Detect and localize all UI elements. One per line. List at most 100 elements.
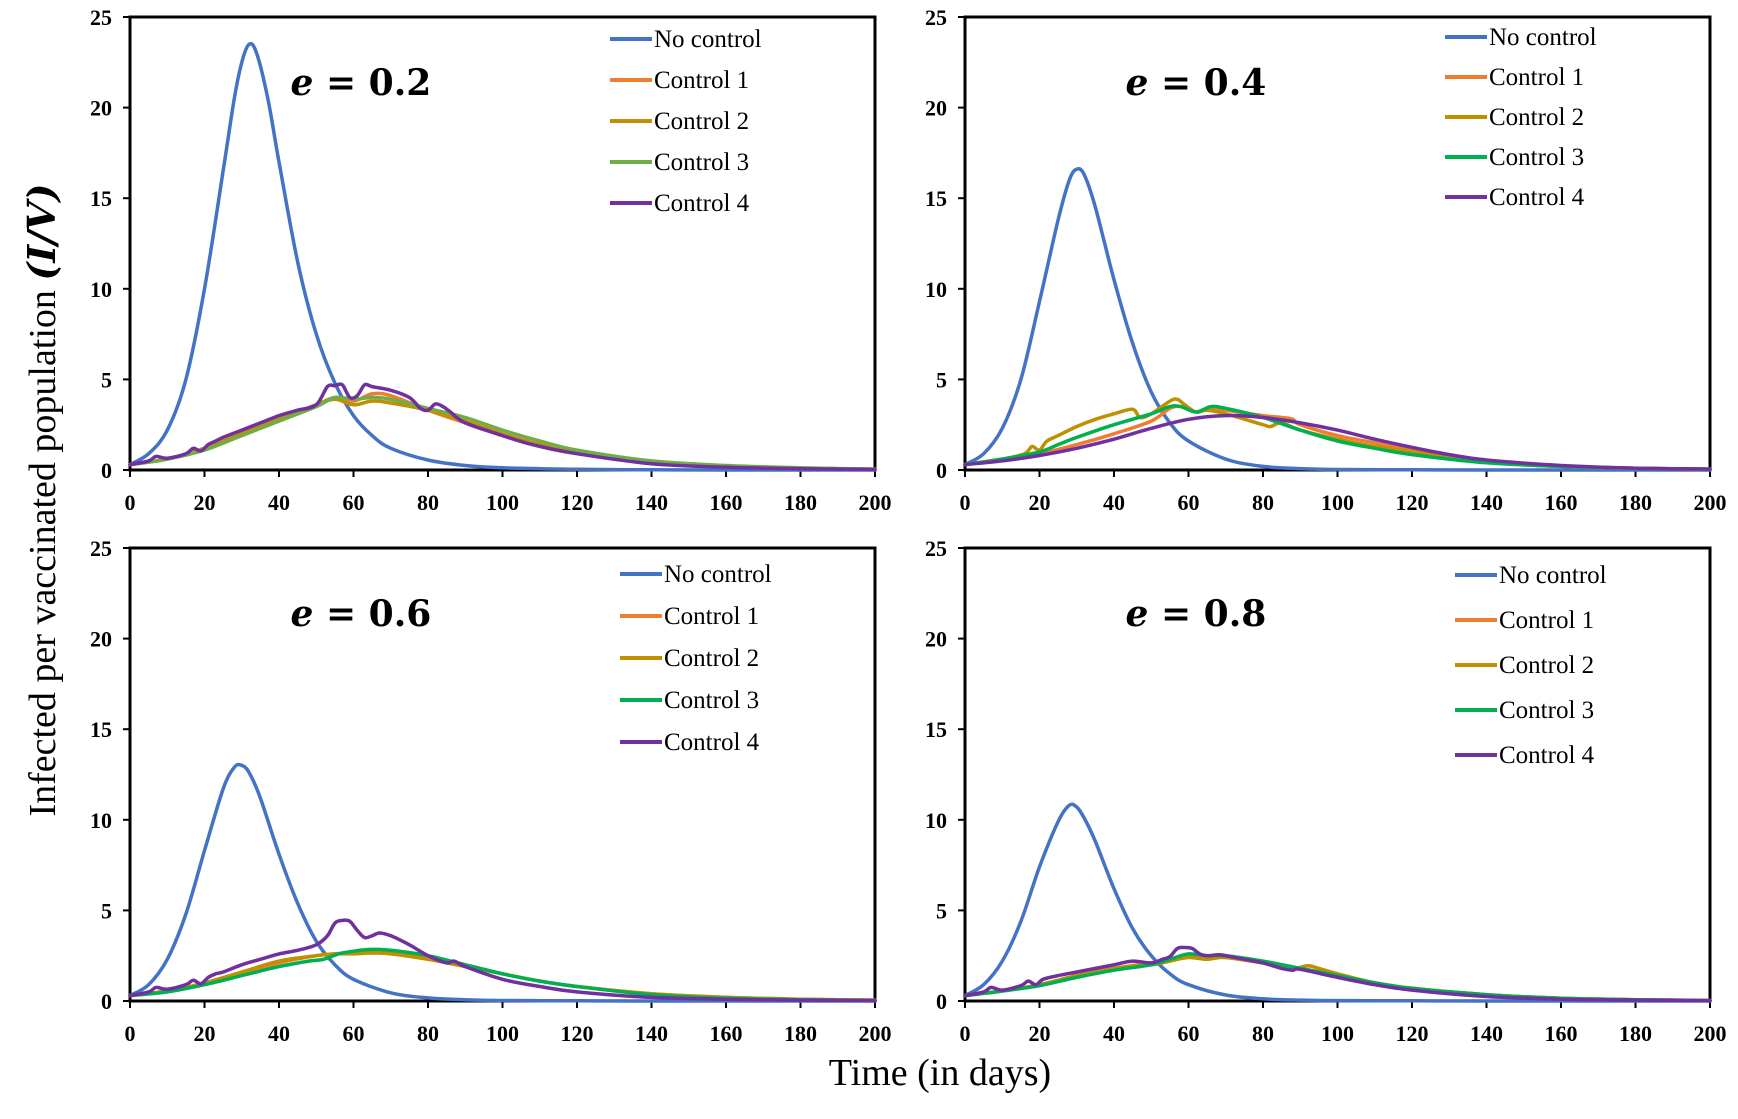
legend-label: No control: [654, 26, 762, 53]
legend-label: Control 1: [1499, 607, 1594, 634]
y-tick-label: 20: [925, 96, 947, 121]
panel-title: e = 0.4: [1126, 62, 1267, 104]
chart-panel-3: 0 5 10 15 20 25 0 20 40 60 80 100 120 140 160 180 200 e =…: [90, 536, 892, 1046]
y-tick-label: 5: [936, 898, 947, 923]
y-tick-label: 5: [101, 367, 112, 392]
y-axis-label-symbol: (I/V): [19, 183, 64, 280]
plot-frame: [963, 15, 1712, 472]
x-tick-label: 160: [1545, 1021, 1578, 1046]
y-tick-label: 25: [925, 5, 947, 30]
x-tick-label: 60: [343, 1021, 365, 1046]
series-line-control-4: [963, 945, 1712, 1003]
x-tick-label: 200: [859, 1021, 892, 1046]
x-tick-label: 120: [561, 490, 594, 515]
y-tick-label: 15: [90, 717, 112, 742]
y-tick-label: 20: [90, 96, 112, 121]
panel-title-value: = 0.2: [313, 62, 431, 104]
y-tick-label: 5: [101, 898, 112, 923]
panel-title-variable: e: [1126, 593, 1149, 635]
x-tick-label: 80: [1252, 1021, 1274, 1046]
legend-label: Control 1: [1489, 64, 1584, 91]
legend-label: Control 2: [664, 645, 759, 672]
y-tick-label: 15: [925, 717, 947, 742]
plot-frame: [963, 546, 1712, 1003]
series-line-control-4: [963, 413, 1712, 471]
x-tick-label: 180: [1619, 490, 1652, 515]
x-tick-label: 140: [635, 1021, 668, 1046]
x-tick-label: 200: [1694, 490, 1727, 515]
y-tick-label: 5: [936, 367, 947, 392]
plot-frame: [128, 15, 877, 472]
x-tick-label: 0: [960, 490, 971, 515]
y-tick-label: 0: [101, 458, 112, 483]
x-tick-label: 160: [710, 490, 743, 515]
x-tick-label: 180: [784, 490, 817, 515]
x-tick-label: 180: [1619, 1021, 1652, 1046]
legend: No control Control 1 Control 2 Control 3 Con…: [610, 26, 762, 217]
x-tick-label: 60: [1178, 1021, 1200, 1046]
x-tick-label: 100: [486, 490, 519, 515]
y-tick-label: 10: [90, 277, 112, 302]
x-tick-label: 140: [1470, 1021, 1503, 1046]
panel-title-variable: e: [291, 62, 314, 104]
x-axis-label: Time (in days): [829, 1052, 1051, 1094]
series-line-no-control: [128, 41, 877, 472]
legend-label: Control 3: [1489, 144, 1584, 171]
x-tick-label: 20: [194, 1021, 216, 1046]
x-tick-label: 0: [125, 1021, 136, 1046]
y-tick-label: 20: [925, 627, 947, 652]
series-line-no-control: [963, 167, 1712, 472]
x-tick-label: 120: [1396, 490, 1429, 515]
x-tick-label: 200: [1694, 1021, 1727, 1046]
x-tick-label: 0: [125, 490, 136, 515]
legend: No control Control 1 Control 2 Control 3 Con…: [1445, 24, 1597, 211]
x-tick-label: 160: [710, 1021, 743, 1046]
chart-panel-1: 0 5 10 15 20 25 0 20 40 60 80 100 120 140 160 180 200 e =…: [90, 5, 892, 515]
panel-title-value: = 0.6: [313, 593, 431, 635]
x-tick-label: 20: [1029, 490, 1051, 515]
y-tick-label: 10: [925, 277, 947, 302]
legend-label: Control 2: [654, 108, 749, 135]
x-tick-label: 120: [561, 1021, 594, 1046]
x-tick-label: 120: [1396, 1021, 1429, 1046]
x-tick-label: 40: [1103, 1021, 1125, 1046]
x-tick-label: 180: [784, 1021, 817, 1046]
x-tick-label: 140: [1470, 490, 1503, 515]
legend: No control Control 1 Control 2 Control 3 Con…: [620, 561, 772, 756]
x-tick-label: 20: [1029, 1021, 1051, 1046]
x-tick-label: 100: [486, 1021, 519, 1046]
panel-title: e = 0.2: [291, 62, 432, 104]
series-line-control-4: [128, 382, 877, 472]
y-tick-label: 15: [925, 186, 947, 211]
x-tick-label: 20: [194, 490, 216, 515]
panel-title-variable: e: [1126, 62, 1149, 104]
x-tick-label: 200: [859, 490, 892, 515]
legend-label: Control 3: [1499, 697, 1594, 724]
legend-label: No control: [1489, 24, 1597, 51]
legend: No control Control 1 Control 2 Control 3 Con…: [1455, 562, 1607, 769]
legend-label: No control: [1499, 562, 1607, 589]
series-line-control-3: [963, 404, 1712, 471]
legend-label: Control 3: [664, 687, 759, 714]
x-tick-label: 80: [417, 490, 439, 515]
plot-frame: [128, 546, 877, 1003]
legend-label: Control 2: [1489, 104, 1584, 131]
x-tick-label: 160: [1545, 490, 1578, 515]
x-tick-label: 100: [1321, 1021, 1354, 1046]
x-tick-label: 40: [268, 490, 290, 515]
x-tick-label: 60: [1178, 490, 1200, 515]
y-tick-label: 10: [925, 808, 947, 833]
x-tick-label: 0: [960, 1021, 971, 1046]
y-tick-label: 10: [90, 808, 112, 833]
x-tick-label: 80: [1252, 490, 1274, 515]
panel-title: e = 0.6: [291, 593, 432, 635]
y-axis-label: Infected per vaccinated population (I/V): [19, 183, 64, 816]
series-line-no-control: [963, 802, 1712, 1003]
series-line-no-control: [128, 762, 877, 1003]
x-tick-label: 40: [268, 1021, 290, 1046]
chart-panel-2: 0 5 10 15 20 25 0 20 40 60 80 100 120 140 160 180 200 e =…: [925, 5, 1727, 515]
legend-label: Control 1: [664, 603, 759, 630]
legend-label: Control 4: [654, 190, 750, 217]
y-tick-label: 25: [90, 5, 112, 30]
